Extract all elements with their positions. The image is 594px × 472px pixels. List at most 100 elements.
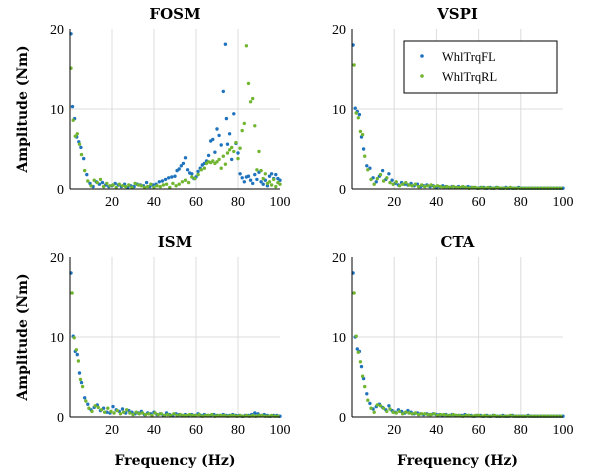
point-whltrqrl [74, 348, 79, 352]
point-whltrqrl [162, 413, 167, 418]
point-whltrqfl [387, 172, 391, 176]
x-tick-label: 60 [189, 195, 203, 210]
point-whltrqrl [391, 410, 395, 414]
point-whltrqrl [134, 410, 138, 414]
point-whltrqrl [244, 44, 249, 48]
point-whltrqrl [385, 176, 389, 180]
point-whltrqrl [238, 413, 242, 418]
point-whltrqrl [96, 405, 101, 410]
point-whltrqfl [157, 180, 161, 184]
subplot-title: ISM [158, 233, 192, 251]
point-whltrqrl [251, 413, 255, 418]
point-whltrqfl [215, 127, 219, 131]
point-whltrqrl [473, 185, 478, 190]
point-whltrqrl [261, 176, 265, 181]
point-whltrqfl [219, 143, 223, 147]
point-whltrqfl [181, 161, 186, 166]
point-whltrqrl [451, 184, 455, 189]
x-tick-label: 60 [472, 195, 486, 210]
x-tick-label: 80 [514, 423, 528, 438]
point-whltrqrl [117, 182, 122, 186]
point-whltrqrl [435, 184, 440, 188]
point-whltrqrl [76, 359, 81, 363]
point-whltrqrl [508, 413, 512, 418]
point-whltrqrl [211, 159, 215, 163]
point-whltrqfl [253, 411, 257, 415]
point-whltrqrl [404, 410, 408, 414]
point-whltrqrl [257, 413, 261, 418]
point-whltrqrl [168, 185, 172, 190]
y-tick-label: 0 [339, 183, 346, 198]
point-whltrqrl [457, 185, 462, 190]
point-whltrqrl [227, 148, 232, 152]
point-whltrqfl [86, 402, 90, 406]
x-tick-label: 100 [270, 195, 291, 210]
point-whltrqrl [410, 412, 414, 416]
point-whltrqrl [150, 413, 154, 418]
point-whltrqrl [131, 412, 135, 417]
point-whltrqrl [153, 411, 157, 415]
point-whltrqrl [202, 166, 207, 170]
point-whltrqrl [93, 404, 97, 408]
point-whltrqfl [246, 174, 251, 178]
point-whltrqrl [121, 410, 126, 414]
point-whltrqrl [419, 183, 424, 187]
point-whltrqrl [429, 183, 433, 187]
point-whltrqrl [467, 413, 471, 418]
point-whltrqfl [261, 182, 265, 186]
point-whltrqrl [263, 172, 267, 176]
point-whltrqrl [155, 184, 159, 188]
point-whltrqrl [372, 182, 376, 186]
point-whltrqfl [380, 168, 385, 173]
point-whltrqrl [416, 412, 421, 417]
x-axis-label: Frequency (Hz) [397, 453, 518, 469]
legend-label-whltrqrl: WhlTrqRL [442, 70, 497, 84]
point-whltrqrl [178, 412, 182, 417]
point-whltrqrl [480, 185, 484, 190]
point-whltrqfl [79, 380, 84, 385]
point-whltrqrl [410, 184, 414, 188]
y-tick-label: 10 [332, 103, 346, 118]
point-whltrqfl [374, 180, 378, 184]
point-whltrqrl [75, 132, 80, 136]
point-whltrqrl [158, 184, 162, 189]
point-whltrqfl [173, 174, 177, 178]
point-whltrqrl [197, 412, 201, 417]
point-whltrqrl [92, 178, 96, 182]
point-whltrqrl [445, 413, 449, 418]
point-whltrqrl [219, 413, 223, 418]
point-whltrqrl [464, 413, 468, 418]
point-whltrqrl [114, 185, 118, 190]
point-whltrqrl [454, 185, 459, 190]
point-whltrqrl [77, 142, 82, 146]
legend-marker-whltrqfl [420, 54, 424, 58]
point-whltrqrl [457, 413, 462, 418]
y-axis-label: Amplitude (Nm) [15, 273, 31, 401]
point-whltrqfl [85, 172, 89, 177]
y-tick-label: 0 [339, 411, 346, 426]
point-whltrqrl [125, 408, 129, 412]
point-whltrqrl [232, 413, 236, 418]
x-tick-label: 60 [189, 423, 203, 438]
x-tick-label: 60 [472, 423, 486, 438]
point-whltrqrl [203, 413, 208, 418]
x-tick-label: 40 [147, 423, 161, 438]
point-whltrqrl [86, 179, 90, 183]
point-whltrqfl [221, 89, 225, 94]
point-whltrqrl [112, 411, 116, 415]
point-whltrqfl [236, 151, 240, 155]
x-tick-label: 40 [147, 195, 161, 210]
point-whltrqrl [120, 184, 125, 188]
x-tick-label: 80 [231, 423, 245, 438]
point-whltrqfl [100, 180, 105, 185]
point-whltrqrl [71, 118, 75, 122]
x-tick-label: 20 [387, 195, 401, 210]
point-whltrqrl [492, 413, 497, 418]
point-whltrqfl [170, 175, 174, 179]
point-whltrqrl [103, 410, 107, 414]
point-whltrqrl [109, 409, 113, 414]
point-whltrqrl [483, 413, 487, 418]
point-whltrqfl [144, 180, 149, 185]
point-whltrqrl [242, 121, 246, 126]
point-whltrqrl [238, 146, 242, 150]
